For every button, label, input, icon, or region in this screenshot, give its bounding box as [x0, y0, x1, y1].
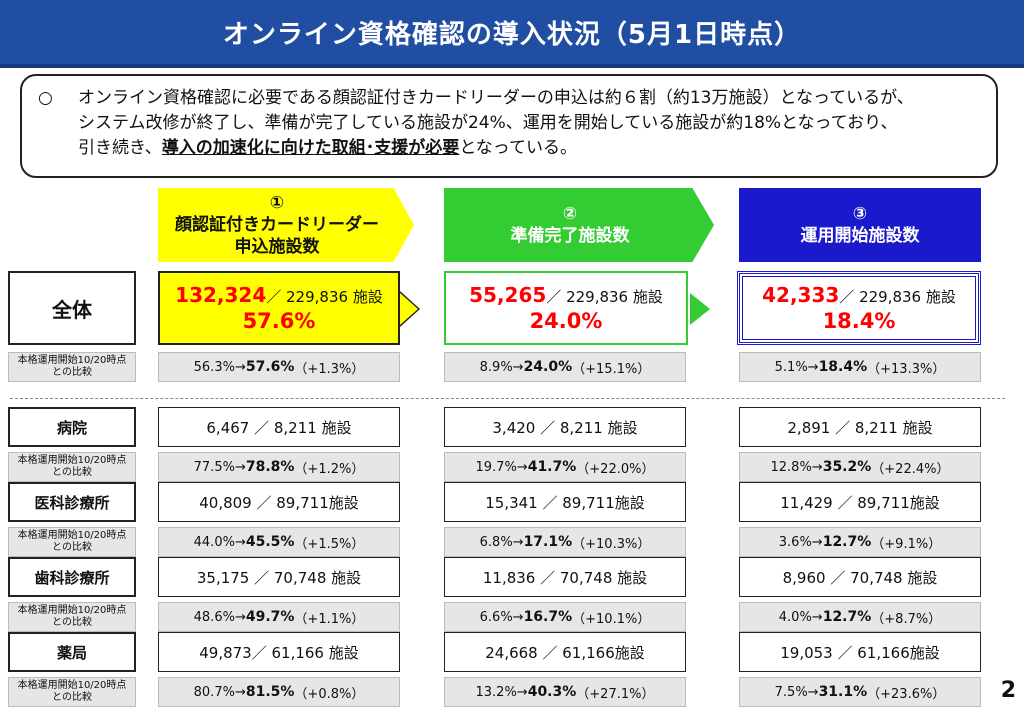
column-header-applications: ① 顔認証付きカードリーダー 申込施設数 [158, 188, 414, 262]
comparison-cell: 56.3%→ 57.6% （+1.3%） [158, 352, 400, 382]
value-cell: 35,175 ／ 70,748 施設 [158, 557, 400, 597]
comparison-cell: 12.8%→ 35.2% （+22.4%） [739, 452, 981, 482]
column-number: ③ [852, 204, 868, 224]
comparison-label: 本格運用開始10/20時点 との比較 [8, 677, 136, 707]
column-title-line-2: 申込施設数 [234, 237, 320, 257]
comparison-label: 本格運用開始10/20時点 との比較 [8, 602, 136, 632]
total-denominator: ／ 229,836 施設 [546, 288, 663, 306]
value-cell: 6,467 ／ 8,211 施設 [158, 407, 400, 447]
total-count: 55,265 [469, 283, 547, 307]
column-title-line-1: 顔認証付きカードリーダー [175, 215, 379, 235]
value-cell: 8,960 ／ 70,748 施設 [739, 557, 981, 597]
total-percent: 24.0% [529, 309, 603, 333]
total-denominator: ／ 229,836 施設 [266, 288, 383, 306]
page-number: 2 [1000, 678, 1016, 703]
total-count: 42,333 [762, 283, 840, 307]
value-cell: 3,420 ／ 8,211 施設 [444, 407, 686, 447]
comparison-cell: 19.7%→ 41.7% （+22.0%） [444, 452, 686, 482]
comparison-cell: 6.6%→ 16.7% （+10.1%） [444, 602, 686, 632]
comparison-cell: 13.2%→ 40.3% （+27.1%） [444, 677, 686, 707]
value-cell: 40,809 ／ 89,711施設 [158, 482, 400, 522]
comparison-cell: 6.8%→ 17.1% （+10.3%） [444, 527, 686, 557]
comparison-label: 本格運用開始10/20時点 との比較 [8, 352, 136, 382]
comparison-label: 本格運用開始10/20時点 との比較 [8, 527, 136, 557]
summary-box: ○ オンライン資格確認に必要である顔認証付きカードリーダーの申込は約６割（約13万… [20, 74, 998, 178]
comparison-cell: 77.5%→ 78.8% （+1.2%） [158, 452, 400, 482]
total-percent: 18.4% [822, 309, 896, 333]
value-cell: 49,873／ 61,166 施設 [158, 632, 400, 672]
column-number: ② [562, 204, 578, 224]
value-cell: 11,429 ／ 89,711施設 [739, 482, 981, 522]
comparison-cell: 80.7%→ 81.5% （+0.8%） [158, 677, 400, 707]
summary-bullet: ○ [38, 88, 53, 108]
page-title: オンライン資格確認の導入状況（5月1日時点） [222, 19, 802, 50]
summary-emphasis: 導入の加速化に向けた取組･支援が必要 [161, 138, 460, 158]
row-label: 歯科診療所 [8, 557, 136, 597]
row-label: 医科診療所 [8, 482, 136, 522]
value-cell: 24,668 ／ 61,166施設 [444, 632, 686, 672]
total-denominator: ／ 229,836 施設 [839, 288, 956, 306]
total-cell-operating: 42,333／ 229,836 施設 18.4% [737, 271, 981, 345]
comparison-label: 本格運用開始10/20時点 との比較 [8, 452, 136, 482]
column-title-line-1: 準備完了施設数 [510, 226, 630, 246]
comparison-cell: 48.6%→ 49.7% （+1.1%） [158, 602, 400, 632]
total-cell-ready: 55,265／ 229,836 施設 24.0% [444, 271, 688, 345]
value-cell: 11,836 ／ 70,748 施設 [444, 557, 686, 597]
row-label: 薬局 [8, 632, 136, 672]
comparison-cell: 5.1%→ 18.4% （+13.3%） [739, 352, 981, 382]
column-title-line-1: 運用開始施設数 [800, 226, 920, 246]
title-bar: オンライン資格確認の導入状況（5月1日時点） [0, 0, 1024, 68]
row-label: 病院 [8, 407, 136, 447]
comparison-cell: 7.5%→ 31.1% （+23.6%） [739, 677, 981, 707]
comparison-cell: 4.0%→ 12.7% （+8.7%） [739, 602, 981, 632]
row-label-total: 全体 [8, 271, 136, 345]
comparison-cell: 3.6%→ 12.7% （+9.1%） [739, 527, 981, 557]
summary-line-3: 引き続き、導入の加速化に向けた取組･支援が必要となっている。 [78, 138, 577, 158]
total-count: 132,324 [175, 283, 267, 307]
column-number: ① [269, 193, 285, 213]
total-cell-applications: 132,324／ 229,836 施設 57.6% [158, 271, 400, 345]
section-divider [10, 398, 1005, 399]
total-percent: 57.6% [242, 309, 316, 333]
value-cell: 19,053 ／ 61,166施設 [739, 632, 981, 672]
arrow-right-icon [400, 293, 418, 325]
value-cell: 2,891 ／ 8,211 施設 [739, 407, 981, 447]
value-cell: 15,341 ／ 89,711施設 [444, 482, 686, 522]
column-header-ready: ② 準備完了施設数 [444, 188, 714, 262]
summary-line-2: システム改修が終了し、準備が完了している施設が24%、運用を開始している施設が約… [78, 113, 898, 133]
arrow-right-icon [690, 293, 710, 325]
summary-line-1: ○ オンライン資格確認に必要である顔認証付きカードリーダーの申込は約６割（約13万… [38, 86, 980, 111]
comparison-cell: 8.9%→ 24.0% （+15.1%） [444, 352, 686, 382]
column-header-operating: ③ 運用開始施設数 [739, 188, 981, 262]
comparison-cell: 44.0%→ 45.5% （+1.5%） [158, 527, 400, 557]
